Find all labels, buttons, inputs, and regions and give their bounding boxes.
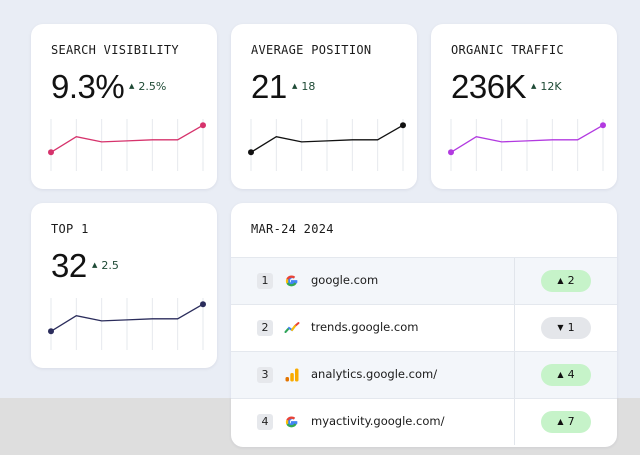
rank-number: 2 [257, 320, 273, 336]
sparkline-chart [48, 298, 206, 350]
column-divider [514, 399, 515, 445]
change-badge: ▼ 1 [541, 317, 591, 339]
rank-number: 4 [257, 414, 273, 430]
sparkline-chart [448, 119, 606, 171]
change-badge: ▲ 4 [541, 364, 591, 386]
trend-up-icon: ▲ [292, 82, 298, 90]
site-link[interactable]: myactivity.google.com/ [311, 414, 445, 428]
search-visibility-card[interactable]: SEARCH VISIBILITY 9.3% ▲ 2.5% [31, 24, 217, 189]
top-1-card[interactable]: TOP 1 32 ▲ 2.5 [31, 203, 217, 368]
sparkline-line [50, 303, 204, 332]
change-badge: ▲ 2 [541, 270, 591, 292]
table-row[interactable]: 2 trends.google.com ▼ 1 [231, 304, 617, 351]
table-row[interactable]: 1 google.com ▲ 2 [231, 257, 617, 304]
change-value: 1 [567, 321, 575, 334]
metric-delta-value: 18 [301, 80, 316, 93]
rank-number: 3 [257, 367, 273, 383]
change-value: 7 [567, 415, 575, 428]
arrow-up-icon: ▲ [557, 370, 564, 379]
column-divider [514, 258, 515, 304]
arrow-up-icon: ▲ [557, 276, 564, 285]
sparkline-point [400, 122, 406, 129]
sparkline-point [600, 122, 606, 129]
sparkline-point [48, 328, 54, 335]
metric-delta-value: 2.5 [101, 259, 119, 272]
analytics-icon [285, 368, 299, 382]
column-divider [514, 352, 515, 398]
metric-title: TOP 1 [51, 222, 89, 236]
rankings-date: MAR-24 2024 [251, 222, 334, 236]
sparkline-line [450, 124, 604, 153]
rank-number: 1 [257, 273, 273, 289]
trends-icon [284, 322, 300, 333]
site-link[interactable]: analytics.google.com/ [311, 367, 438, 381]
table-row[interactable]: 3 analytics.google.com/ ▲ 4 [231, 351, 617, 398]
metric-value: 236K [451, 68, 527, 105]
sparkline-line [250, 124, 404, 153]
metric-title: SEARCH VISIBILITY [51, 43, 179, 57]
google-icon [285, 275, 298, 287]
sparkline-chart [48, 119, 206, 171]
trend-up-icon: ▲ [92, 261, 98, 269]
column-divider [514, 305, 515, 351]
change-value: 2 [567, 274, 575, 287]
metric-delta: ▲ 2.5 [92, 259, 119, 272]
sparkline-point [448, 149, 454, 156]
sparkline-point [48, 149, 54, 156]
metric-value: 9.3% [51, 68, 125, 105]
metric-value: 32 [51, 247, 87, 284]
google-icon [285, 416, 298, 428]
sparkline-point [200, 122, 206, 129]
sparkline-point [200, 301, 206, 308]
change-badge: ▲ 7 [541, 411, 591, 433]
sparkline-line [50, 124, 204, 153]
trend-up-icon: ▲ [531, 82, 537, 90]
table-row[interactable]: 4 myactivity.google.com/ ▲ 7 [231, 398, 617, 445]
metric-value: 21 [251, 68, 287, 105]
rankings-card: MAR-24 2024 1 google.com ▲ 2 2 trends.goo… [231, 203, 617, 447]
trend-up-icon: ▲ [129, 82, 135, 90]
organic-traffic-card[interactable]: ORGANIC TRAFFIC 236K ▲ 12K [431, 24, 617, 189]
sparkline-point [248, 149, 254, 156]
metric-delta: ▲ 12K [531, 80, 562, 93]
sparkline-chart [248, 119, 406, 171]
change-value: 4 [567, 368, 575, 381]
metric-delta: ▲ 18 [292, 80, 315, 93]
metric-delta-value: 2.5% [138, 80, 167, 93]
average-position-card[interactable]: AVERAGE POSITION 21 ▲ 18 [231, 24, 417, 189]
site-link[interactable]: trends.google.com [311, 320, 419, 334]
metric-delta-value: 12K [540, 80, 562, 93]
arrow-down-icon: ▼ [557, 323, 564, 332]
site-link[interactable]: google.com [311, 273, 379, 287]
arrow-up-icon: ▲ [557, 417, 564, 426]
metric-title: AVERAGE POSITION [251, 43, 372, 57]
metric-title: ORGANIC TRAFFIC [451, 43, 564, 57]
metric-delta: ▲ 2.5% [129, 80, 166, 93]
